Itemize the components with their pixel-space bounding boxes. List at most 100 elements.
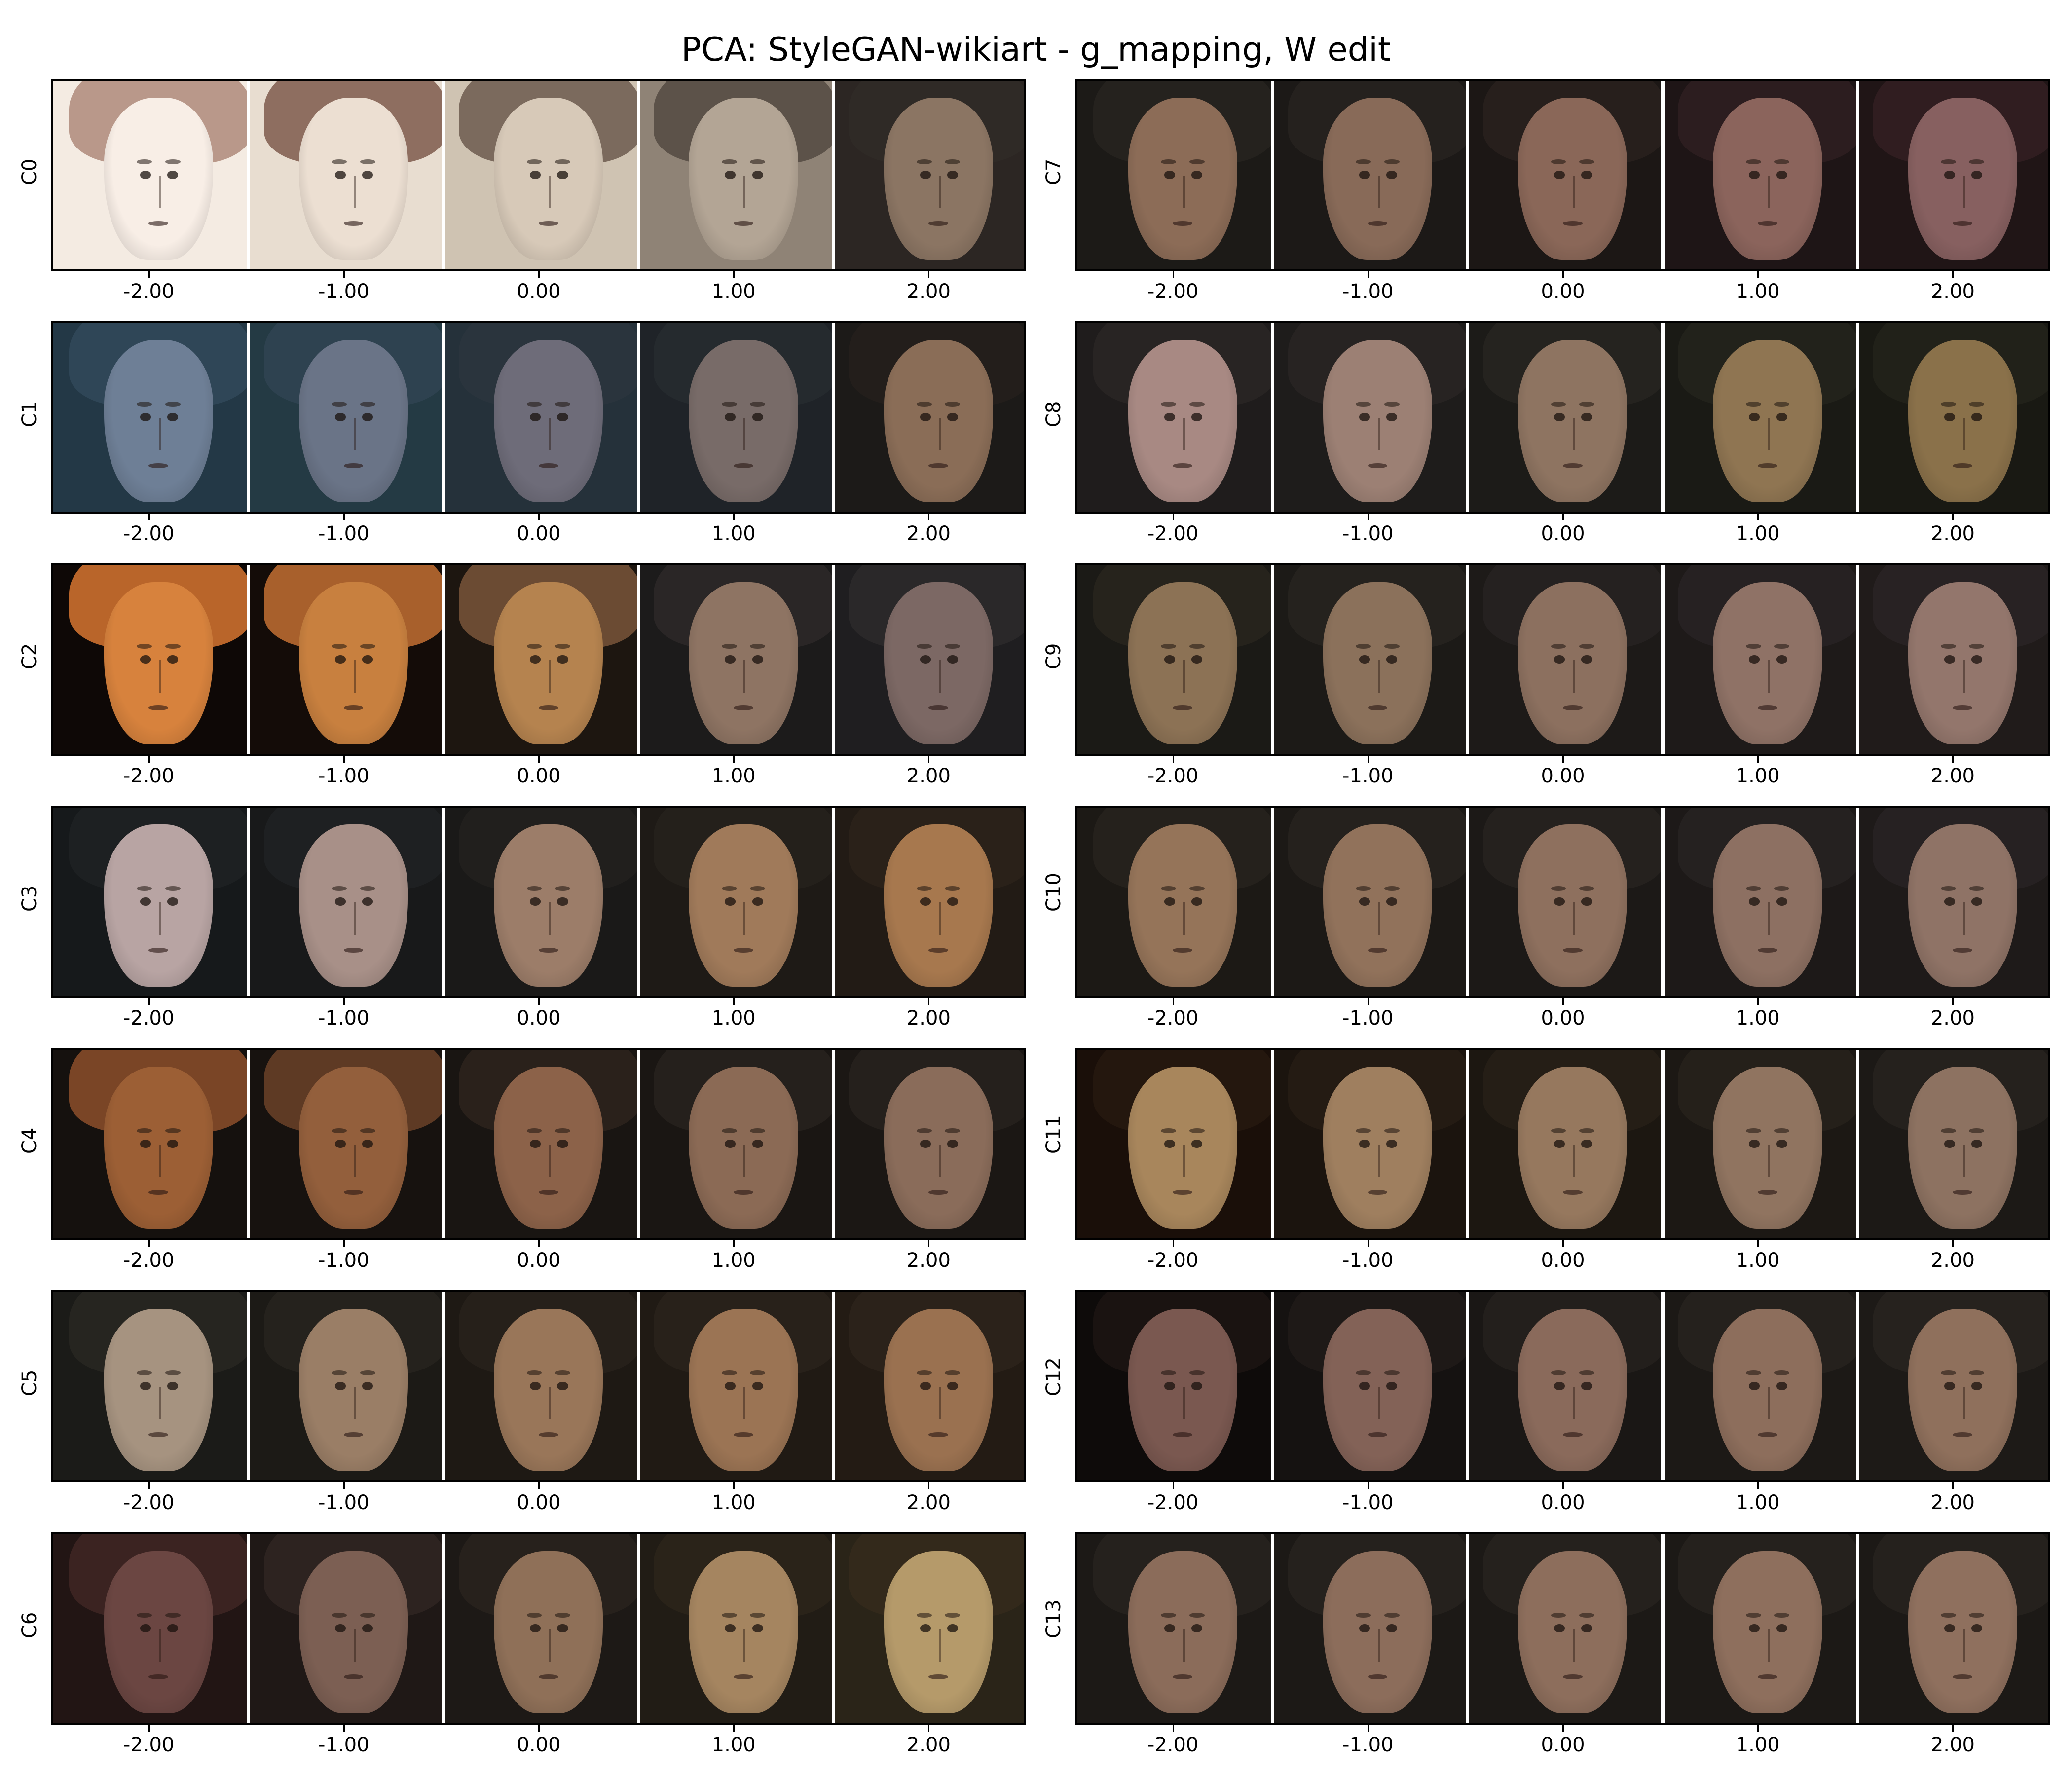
image-separator: [831, 565, 835, 754]
face-feature: [1384, 1370, 1400, 1376]
face-feature: [750, 886, 766, 891]
x-tick-label: 2.00: [1930, 1491, 1975, 1514]
generated-image: [443, 565, 638, 754]
face-feature: [1189, 886, 1205, 891]
face-feature: [1960, 1629, 1965, 1662]
face-feature: [725, 1624, 736, 1632]
image-separator: [831, 808, 835, 996]
face-shape: [689, 824, 798, 987]
face-feature: [538, 948, 558, 953]
face-shape: [884, 1309, 993, 1471]
face-shape: [1323, 1309, 1433, 1471]
generated-image: [1857, 323, 2048, 512]
x-tick-label: -2.00: [1147, 1007, 1199, 1030]
x-tick-label: 0.00: [1541, 1734, 1585, 1756]
face-feature: [1359, 1140, 1370, 1148]
face-feature: [1776, 171, 1787, 179]
face-feature: [1384, 1613, 1400, 1618]
face-feature: [740, 1145, 746, 1177]
x-tick-mark: [1367, 1725, 1369, 1732]
x-tick-label: 1.00: [1736, 280, 1780, 303]
face-feature: [1386, 1624, 1398, 1632]
face-feature: [1579, 1613, 1595, 1618]
face-feature: [1758, 705, 1777, 710]
face-feature: [1356, 886, 1371, 891]
row-label: C4: [18, 1127, 41, 1154]
x-tick-mark: [148, 998, 150, 1005]
face-feature: [1562, 1190, 1583, 1195]
face-feature: [928, 948, 949, 953]
x-tick-label: 1.00: [1736, 765, 1780, 787]
face-shape: [689, 582, 798, 744]
face-feature: [1774, 1613, 1790, 1618]
face-feature: [557, 171, 568, 179]
face-feature: [1551, 1613, 1566, 1618]
face-feature: [137, 1613, 152, 1618]
component-panel-c7: [1075, 79, 2050, 271]
face-feature: [916, 402, 932, 407]
face-feature: [526, 1128, 542, 1134]
x-tick-label: -2.00: [123, 765, 175, 787]
face-feature: [1164, 1624, 1175, 1632]
face-feature: [1581, 897, 1592, 906]
face-feature: [165, 644, 181, 649]
face-feature: [526, 1613, 542, 1618]
face-feature: [1581, 413, 1592, 421]
face-feature: [1359, 413, 1370, 421]
generated-image: [443, 1292, 638, 1480]
image-separator: [442, 81, 445, 269]
face-feature: [750, 1613, 766, 1618]
face-feature: [1173, 463, 1193, 468]
x-tick-mark: [733, 756, 735, 763]
face-feature: [1191, 171, 1203, 179]
generated-image: [248, 808, 444, 996]
face-feature: [1173, 948, 1193, 953]
face-feature: [928, 1432, 949, 1437]
x-tick-label: 1.00: [1736, 1007, 1780, 1030]
face-feature: [1386, 1382, 1398, 1390]
face-feature: [1745, 402, 1761, 407]
face-feature: [945, 159, 961, 165]
face-feature: [343, 1432, 364, 1437]
x-tick-label: 2.00: [906, 765, 951, 787]
x-tick-label: -2.00: [1147, 1491, 1199, 1514]
face-shape: [494, 1067, 603, 1229]
face-feature: [140, 897, 151, 906]
face-feature: [334, 1382, 346, 1390]
face-feature: [1384, 886, 1400, 891]
face-feature: [1776, 655, 1787, 664]
face-feature: [343, 1674, 364, 1679]
face-feature: [1164, 413, 1175, 421]
face-shape: [689, 340, 798, 502]
face-feature: [1969, 1370, 1985, 1376]
generated-image: [1467, 1050, 1663, 1238]
face-feature: [1969, 1128, 1985, 1134]
generated-image: [833, 1534, 1024, 1723]
x-tick-mark: [148, 1482, 150, 1489]
generated-image: [248, 1292, 444, 1480]
face-feature: [1359, 171, 1370, 179]
face-feature: [1940, 644, 1956, 649]
x-tick-mark: [1562, 756, 1564, 763]
component-panel-c12: [1075, 1290, 2050, 1482]
face-feature: [167, 1624, 179, 1632]
image-separator: [1661, 1050, 1665, 1238]
face-feature: [1164, 655, 1175, 664]
face-feature: [167, 1140, 179, 1148]
x-tick-mark: [928, 1240, 930, 1247]
x-tick-mark: [1367, 271, 1369, 278]
face-feature: [555, 159, 571, 165]
face-feature: [1960, 176, 1965, 208]
image-separator: [442, 1292, 445, 1480]
face-feature: [1749, 1382, 1760, 1390]
face-feature: [334, 1624, 346, 1632]
x-tick-label: -2.00: [123, 1007, 175, 1030]
x-tick-label: -1.00: [1342, 1007, 1394, 1030]
generated-image: [248, 1534, 444, 1723]
generated-image: [1662, 81, 1857, 269]
face-feature: [1554, 655, 1565, 664]
face-feature: [752, 655, 763, 664]
face-feature: [1554, 1140, 1565, 1148]
face-feature: [545, 1387, 551, 1419]
face-feature: [1384, 644, 1400, 649]
